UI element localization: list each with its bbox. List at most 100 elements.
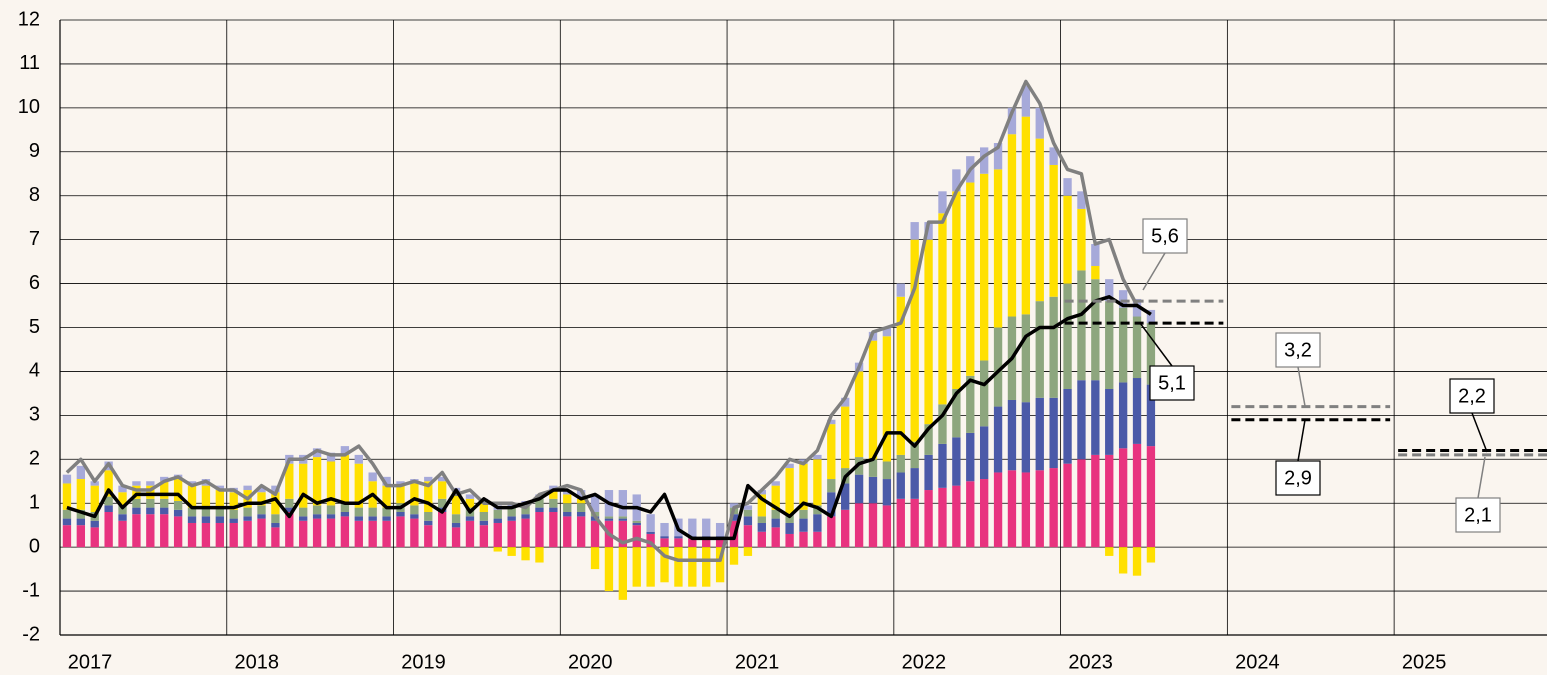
bar-segment xyxy=(285,498,294,508)
bar-segment xyxy=(118,505,127,515)
y-tick-label: 12 xyxy=(18,8,40,30)
bar-segment xyxy=(1105,547,1114,556)
bar-segment xyxy=(618,547,628,600)
bar-segment xyxy=(952,169,961,192)
bar-segment xyxy=(715,522,725,537)
bar-segment xyxy=(1049,164,1058,297)
bar-segment xyxy=(76,518,86,526)
bar-segment xyxy=(854,474,864,504)
bar-segment xyxy=(1132,547,1142,576)
bar-segment xyxy=(785,468,794,515)
bar-segment xyxy=(827,516,836,548)
bar-segment xyxy=(285,512,294,548)
bar-segment xyxy=(688,538,697,548)
label-box xyxy=(1455,497,1501,533)
bar-segment xyxy=(1091,244,1100,266)
bar-segment xyxy=(979,173,989,361)
bar-segment xyxy=(771,509,780,519)
bar-segment xyxy=(896,498,905,548)
bar-segment xyxy=(674,547,683,587)
bar-segment xyxy=(451,514,461,523)
bar-segment xyxy=(173,501,183,510)
bar-segment xyxy=(326,452,336,462)
bar-segment xyxy=(340,512,350,517)
bar-segment xyxy=(576,503,586,512)
bar-segment xyxy=(952,437,961,486)
bar-segment xyxy=(702,547,711,587)
bar-segment xyxy=(924,239,933,425)
bar-segment xyxy=(785,514,794,523)
bar-segment xyxy=(854,371,864,458)
bar-segment xyxy=(299,463,308,508)
bar-segment xyxy=(1132,298,1142,317)
bar-segment xyxy=(1063,389,1072,464)
bar-segment xyxy=(1007,470,1017,548)
bar-segment xyxy=(563,490,572,495)
bar-segment xyxy=(868,476,878,504)
bar-segment xyxy=(146,507,155,515)
bar-segment xyxy=(396,512,405,517)
bar-segment xyxy=(1091,279,1100,381)
y-tick-label: 1 xyxy=(29,491,40,513)
bar-segment xyxy=(187,516,197,523)
bars xyxy=(62,85,1156,600)
label-leader xyxy=(1139,322,1173,367)
bar-segment xyxy=(813,531,822,548)
bar-segment xyxy=(382,520,391,548)
bar-segment xyxy=(688,518,697,537)
bar-segment xyxy=(827,492,836,517)
bar-segment xyxy=(979,426,989,480)
bar-segment xyxy=(1105,454,1114,548)
bar-segment xyxy=(979,147,989,174)
bar-segment xyxy=(118,520,127,548)
bar-segment xyxy=(368,516,377,521)
bar-segment xyxy=(882,505,892,548)
bar-segment xyxy=(62,525,72,548)
bar-segment xyxy=(493,518,502,523)
bar-segment xyxy=(396,481,405,486)
bar-segment xyxy=(674,536,683,539)
bar-segment xyxy=(924,454,933,491)
x-tick-label: 2018 xyxy=(235,651,280,673)
y-tick-label: 2 xyxy=(29,448,40,470)
bar-segment xyxy=(993,327,1003,407)
bar-segment xyxy=(618,516,628,519)
y-tick-label: -2 xyxy=(22,623,40,645)
bar-segment xyxy=(771,527,780,548)
bar-segment xyxy=(132,507,141,515)
bar-segment xyxy=(771,485,780,510)
bar-segment xyxy=(1035,470,1044,548)
bar-segment xyxy=(938,487,947,548)
label-box xyxy=(1449,378,1495,414)
bar-segment xyxy=(924,490,933,548)
bar-segment xyxy=(118,485,127,493)
bar-segment xyxy=(62,518,72,526)
bar-segment xyxy=(743,525,753,548)
bar-segment xyxy=(368,520,377,548)
bar-segment xyxy=(757,494,766,517)
bar-segment xyxy=(243,516,252,521)
bar-segment xyxy=(160,476,169,482)
bar-segment xyxy=(743,505,753,510)
bar-segment xyxy=(215,490,224,508)
bar-segment xyxy=(1063,195,1072,284)
bar-segment xyxy=(1132,378,1142,444)
x-tick-label: 2025 xyxy=(1402,651,1447,673)
bar-segment xyxy=(771,518,780,528)
bar-segment xyxy=(187,481,197,486)
bar-segment xyxy=(938,191,947,214)
bar-segment xyxy=(257,514,266,519)
bar-segment xyxy=(938,443,947,488)
bar-segment xyxy=(660,538,669,548)
bar-segment xyxy=(1035,397,1044,471)
projection-label: 3,2 xyxy=(1284,339,1312,361)
bar-segment xyxy=(1035,138,1044,302)
bar-segment xyxy=(479,503,489,512)
bar-segment xyxy=(896,472,905,499)
bar-segment xyxy=(382,507,391,517)
label-box xyxy=(1275,460,1321,496)
bar-segment xyxy=(702,518,711,537)
bar-segment xyxy=(1077,380,1086,460)
bar-segment xyxy=(868,503,878,548)
bar-segment xyxy=(424,512,433,521)
